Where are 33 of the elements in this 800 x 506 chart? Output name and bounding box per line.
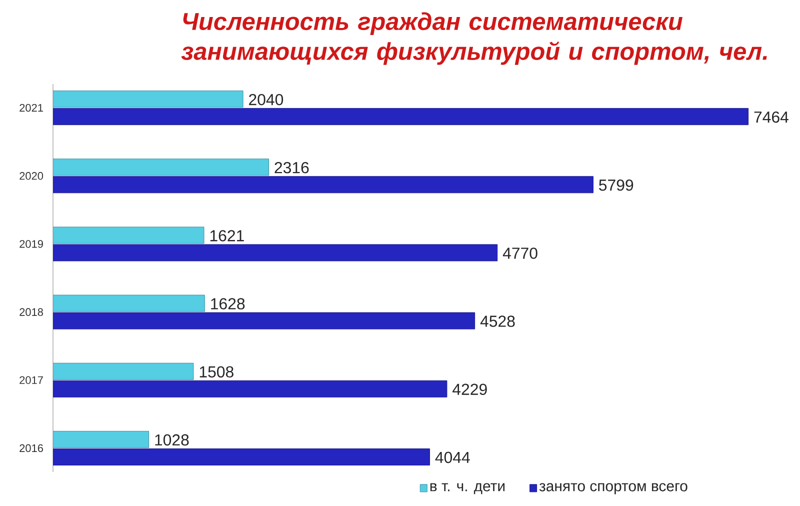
y-tick-label: 2020 [20,172,44,180]
chart-title: Численность граждан систематически занимающихся физкультурой и спортом, чел. [181,12,767,65]
y-tick-label: 2019 [20,240,43,248]
legend-label: в т. ч. дети [430,483,505,494]
y-tick-label: 2016 [20,444,43,452]
bar [53,430,150,448]
data-label: 4528 [480,316,515,327]
data-label: 1508 [200,366,234,378]
bar [53,226,204,244]
data-label: 4770 [502,248,538,259]
y-tick-label: 2021 [20,104,43,112]
data-label: 1628 [211,298,245,310]
y-tick-label: 2018 [20,308,43,316]
data-label: 1028 [155,434,189,446]
bar [53,244,498,262]
data-label: 1621 [210,230,244,242]
data-label: 5799 [599,180,634,191]
data-label: 2040 [249,94,284,106]
legend-label: занято спортом всего [539,483,688,494]
bar [53,176,594,194]
data-label: 4044 [435,452,470,464]
bar [53,380,448,398]
data-label: 4229 [452,384,487,396]
bar [53,362,194,380]
bar [53,294,205,312]
bar [53,90,244,108]
y-tick-label: 2017 [20,376,43,384]
data-label: 7464 [754,111,788,123]
data-label: 2316 [274,162,309,174]
bar [53,448,430,466]
bar [53,108,749,126]
bar [53,312,476,330]
bar [53,158,269,176]
